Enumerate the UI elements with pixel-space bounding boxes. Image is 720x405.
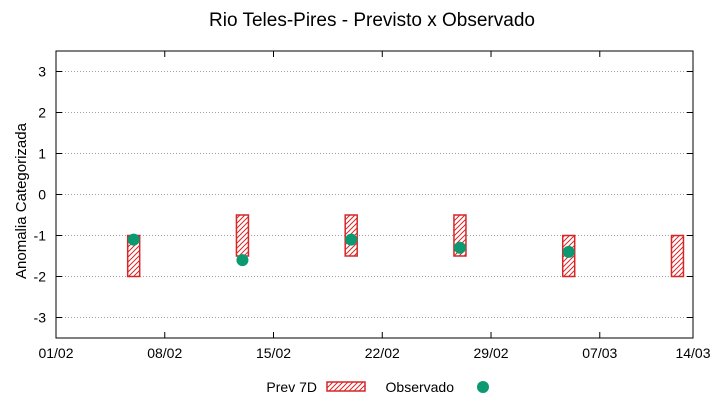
y-tick-label: -3 [34, 310, 47, 326]
y-axis-label: Anomalia Categorizada [13, 122, 30, 279]
chart-title: Rio Teles-Pires - Previsto x Observado [209, 10, 535, 31]
x-axis-ticks: 01/02 08/02 15/02 22/02 29/02 07/03 14/03 [38, 51, 711, 361]
chart-marks [126, 214, 685, 278]
observed-point [562, 245, 575, 258]
y-tick-label: -2 [34, 269, 47, 285]
y-axis-ticks: -3 -2 -1 0 1 2 3 [34, 64, 693, 326]
observed-point [345, 233, 358, 246]
x-tick-label: 29/02 [474, 345, 509, 361]
legend-label-prev: Prev 7D [266, 379, 317, 395]
x-tick-label: 01/02 [38, 345, 73, 361]
y-tick-label: -1 [34, 228, 47, 244]
x-tick-label: 22/02 [365, 345, 400, 361]
observed-point [453, 241, 466, 254]
legend: Prev 7D Observado [266, 379, 489, 395]
observed-point [127, 233, 140, 246]
x-tick-label: 08/02 [147, 345, 182, 361]
forecast-range-box [670, 234, 685, 278]
legend-swatch-prev [326, 381, 366, 392]
x-tick-label: 15/02 [256, 345, 291, 361]
y-tick-label: 1 [38, 146, 46, 162]
y-tick-label: 3 [38, 64, 46, 80]
x-tick-label: 07/03 [582, 345, 617, 361]
x-tick-label: 14/03 [675, 345, 710, 361]
plot-frame [55, 50, 694, 339]
observed-point [236, 254, 249, 267]
grid-lines [56, 71, 693, 318]
legend-swatch-observed [477, 381, 489, 393]
forecast-range-box [235, 214, 250, 257]
y-tick-label: 0 [38, 187, 46, 203]
y-tick-label: 2 [38, 105, 46, 121]
legend-label-observed: Observado [386, 379, 455, 395]
